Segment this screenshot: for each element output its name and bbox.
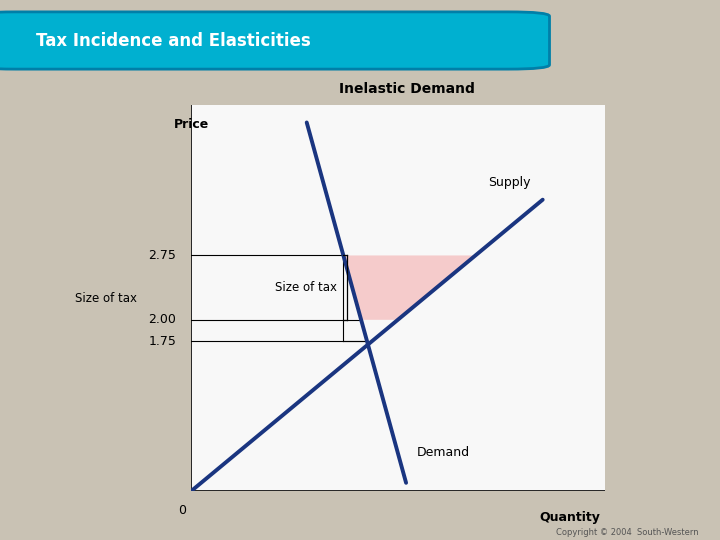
Text: Size of tax: Size of tax	[75, 292, 137, 305]
Text: 2.00: 2.00	[148, 313, 176, 326]
Text: Supply: Supply	[488, 177, 531, 190]
Text: Inelastic Demand: Inelastic Demand	[339, 82, 474, 96]
Text: 2.75: 2.75	[148, 249, 176, 262]
Text: Demand: Demand	[416, 446, 469, 460]
Text: Size of tax: Size of tax	[275, 281, 337, 294]
Text: 1.75: 1.75	[148, 335, 176, 348]
Text: Copyright © 2004  South-Western: Copyright © 2004 South-Western	[556, 528, 698, 537]
Text: Price: Price	[174, 118, 210, 131]
FancyBboxPatch shape	[0, 12, 549, 69]
Text: Tax Incidence and Elasticities: Tax Incidence and Elasticities	[36, 31, 311, 50]
Text: 0: 0	[179, 504, 186, 517]
Text: Quantity: Quantity	[540, 511, 600, 524]
Polygon shape	[343, 255, 475, 320]
